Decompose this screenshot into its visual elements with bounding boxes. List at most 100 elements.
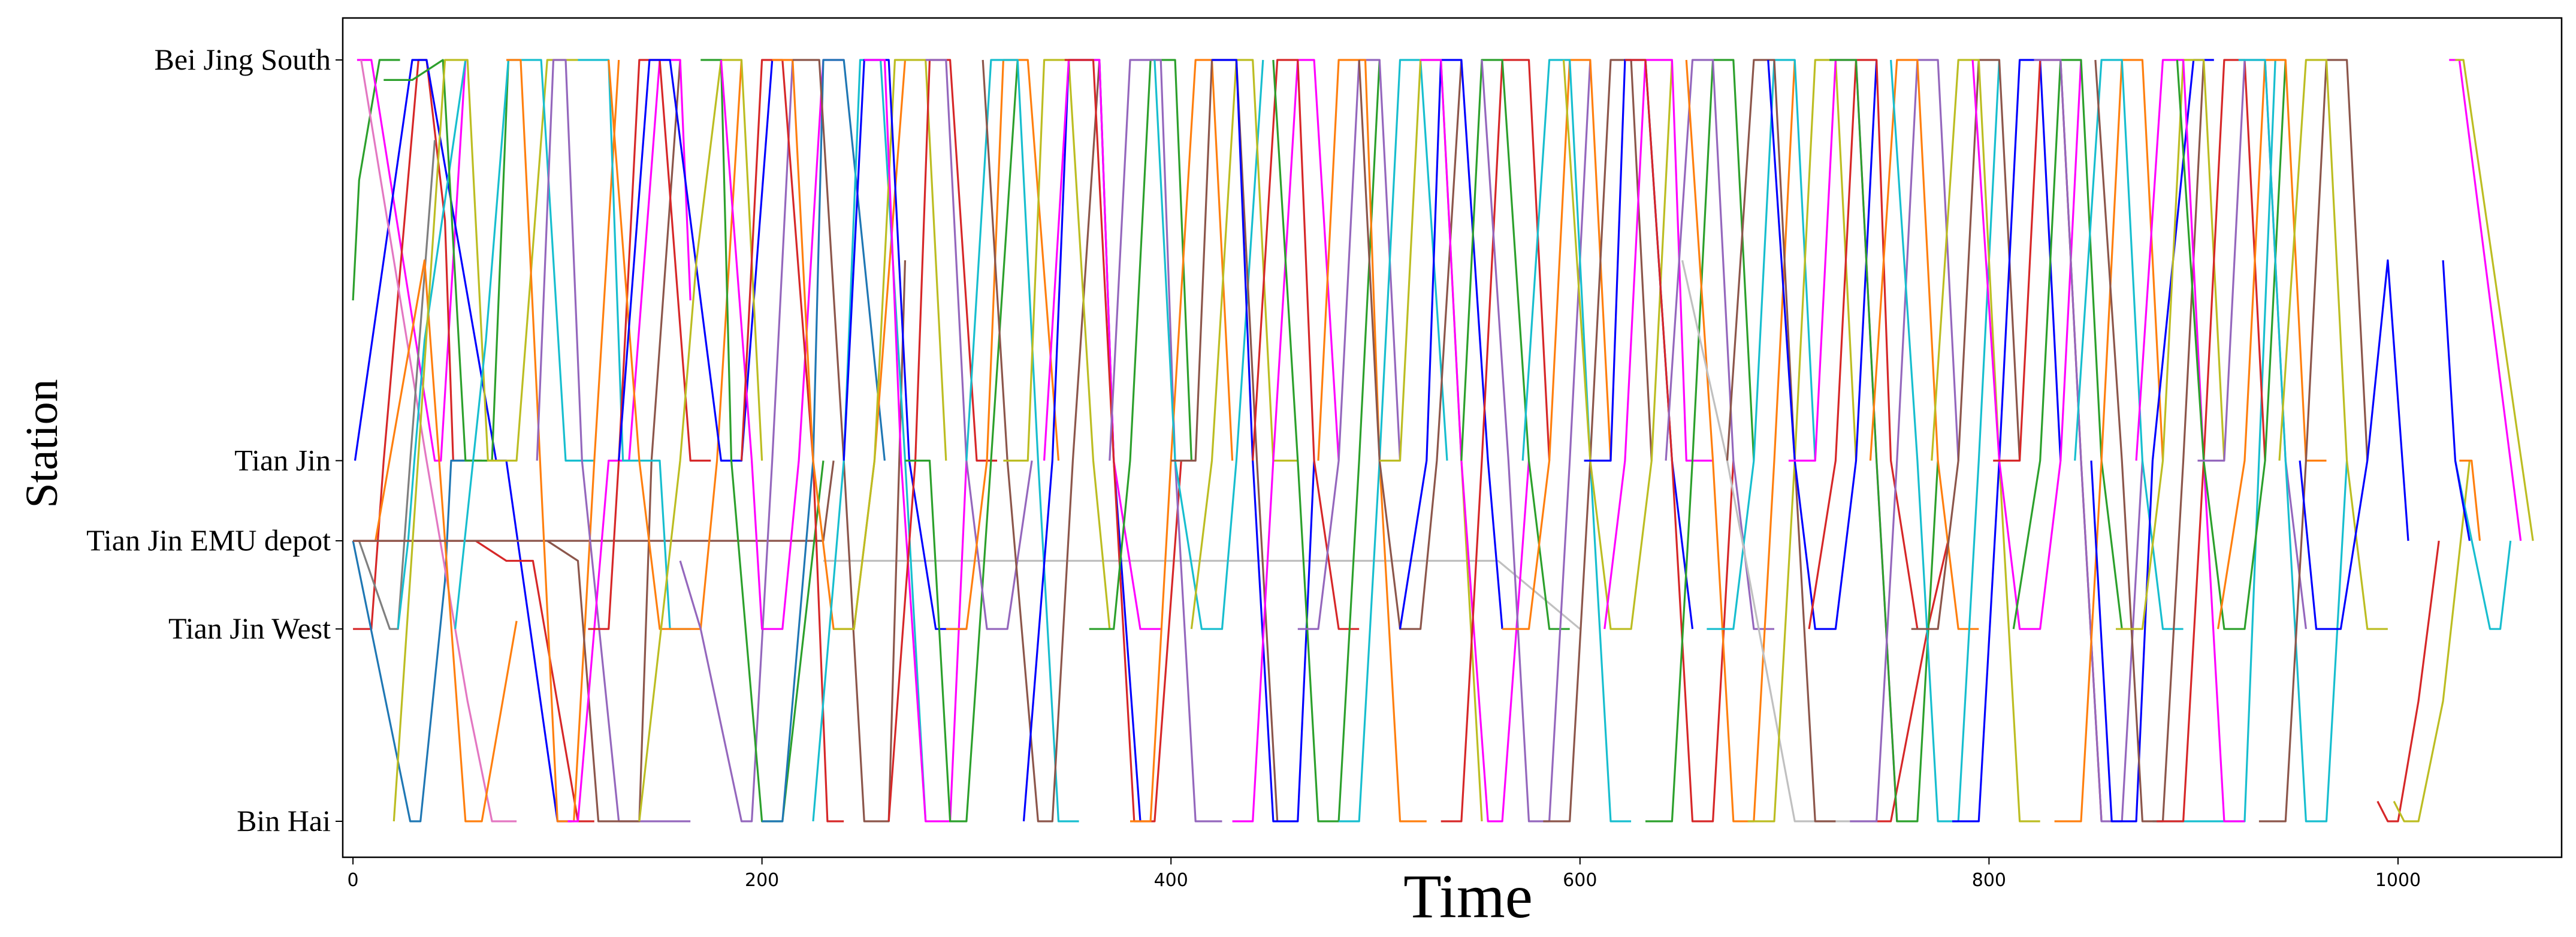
train-path-95 (2054, 59, 2164, 822)
y-axis-title: Station (17, 379, 67, 508)
train-path-42 (1003, 59, 1111, 629)
x-axis-ticks: 0 200 400 600 800 1000 (348, 857, 2421, 891)
train-path-66 (1502, 59, 1612, 630)
train-path-78 (1726, 59, 1836, 822)
train-path-98 (2152, 59, 2276, 822)
train-path-46 (1089, 59, 1192, 630)
x-tick-label: 0 (348, 870, 359, 891)
train-paths (352, 59, 2534, 822)
train-path-89 (1931, 59, 2040, 822)
x-tick-label: 200 (745, 870, 779, 891)
train-path-109 (2299, 259, 2409, 630)
train-path-111 (2393, 460, 2471, 822)
train-path-56 (1297, 59, 1402, 630)
train-path-116 (2442, 260, 2471, 541)
train-path-87 (1890, 59, 2001, 822)
x-tick-label: 600 (1563, 870, 1597, 891)
train-path-34 (842, 59, 967, 630)
train-path-100 (2116, 59, 2225, 630)
train-path-62 (1420, 59, 1530, 822)
train-path-105 (2217, 59, 2327, 629)
train-path-31 (792, 59, 907, 822)
x-tick-label: 800 (1972, 870, 2006, 891)
train-path-1 (352, 59, 400, 301)
train-path-101 (2135, 59, 2245, 822)
train-path-28 (740, 59, 844, 822)
train-path-108 (2278, 59, 2388, 630)
train-path-75 (1685, 59, 1796, 822)
train-path-93 (2012, 59, 2123, 629)
train-path-68 (1543, 59, 1653, 822)
train-path-61 (1399, 59, 1503, 629)
train-path-64 (1460, 59, 1570, 630)
train-path-15 (454, 59, 594, 629)
station-label: Bei Jing South (155, 43, 331, 76)
train-path-76 (1707, 59, 1816, 630)
train-path-5 (352, 459, 476, 822)
train-path-115 (2459, 459, 2481, 541)
train-path-73 (1645, 59, 1755, 822)
train-path-26 (700, 59, 825, 822)
train-path-59 (1358, 59, 1463, 630)
train-path-13 (383, 59, 509, 462)
train-path-33 (833, 59, 947, 630)
x-tick-label: 400 (1154, 870, 1188, 891)
station-label: Tian Jin EMU depot (86, 523, 331, 557)
train-path-58 (1339, 59, 1448, 822)
train-path-110 (2376, 540, 2440, 822)
train-path-9 (397, 59, 467, 629)
x-axis-title: Time (1403, 862, 1533, 931)
station-label: Bin Hai (237, 804, 331, 837)
train-path-47 (1109, 59, 1222, 822)
train-path-24 (638, 59, 763, 822)
train-path-65 (1481, 59, 1591, 822)
train-path-14 (392, 59, 578, 822)
train-path-54 (1252, 59, 1360, 630)
train-path-22 (608, 59, 743, 630)
train-path-107 (2258, 59, 2369, 822)
train-path-90 (1952, 59, 2062, 822)
train-path-80 (1767, 59, 1878, 630)
station-label: Tian Jin (234, 443, 331, 477)
plot-frame (342, 17, 2563, 858)
train-path-67 (1521, 59, 1632, 822)
train-path-99 (2094, 59, 2205, 822)
train-path-18 (546, 59, 681, 822)
train-path-55 (1272, 59, 1381, 822)
station-label: Tian Jin West (168, 611, 331, 645)
train-path-79 (1747, 59, 1858, 822)
train-path-86 (1869, 59, 1979, 630)
train-path-69 (1562, 59, 1673, 630)
train-path-25 (679, 59, 794, 822)
train-path-114 (2454, 460, 2512, 630)
train-path-37 (905, 59, 1019, 822)
train-path-44 (1043, 59, 1161, 630)
train-path-96 (2074, 59, 2184, 630)
train-path-63 (1440, 59, 1551, 822)
train-path-74 (1665, 59, 1774, 630)
train-path-6 (360, 59, 517, 822)
train-path-41 (982, 59, 1101, 822)
train-path-71 (1603, 59, 1713, 629)
train-path-35 (864, 59, 968, 822)
train-path-12 (823, 559, 1581, 630)
train-path-85 (1850, 59, 1959, 822)
train-path-77 (1681, 260, 1877, 822)
train-path-45 (1064, 59, 1182, 822)
train-path-51 (1190, 59, 1298, 629)
train-path-49 (1153, 59, 1264, 630)
train-path-83 (1876, 540, 1949, 822)
train-path-48 (1130, 59, 1234, 822)
y-axis-ticks: Bei Jing South Tian Jin Tian Jin EMU depot… (86, 43, 343, 837)
x-tick-label: 1000 (2375, 870, 2421, 891)
train-path-113 (2455, 59, 2534, 541)
train-path-21 (588, 59, 711, 630)
train-path-103 (2176, 59, 2287, 630)
train-path-16 (506, 59, 620, 822)
train-path-29 (762, 59, 886, 822)
train-path-57 (1317, 59, 1427, 822)
train-path-88 (1911, 59, 2021, 630)
train-path-91 (1971, 59, 2082, 630)
